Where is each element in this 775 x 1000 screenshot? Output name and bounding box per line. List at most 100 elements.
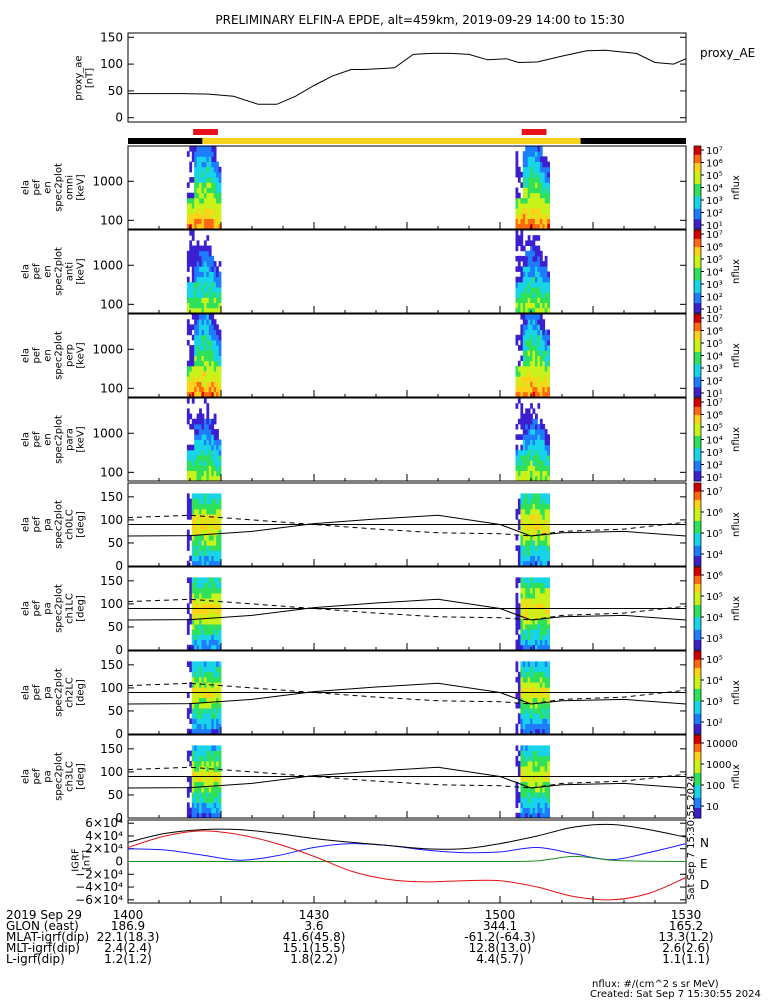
spectrogram-cell xyxy=(196,470,200,477)
spectrogram-cell xyxy=(196,812,200,819)
spectrogram-cell xyxy=(194,723,197,730)
spectrogram-cell xyxy=(547,639,550,646)
colorbar-cell xyxy=(694,553,701,557)
spectrogram-cell xyxy=(218,519,222,525)
spectrogram-cell xyxy=(211,423,215,430)
spectrogram-cell xyxy=(186,386,190,393)
spectrogram-cell xyxy=(191,697,195,704)
spectrogram-cell xyxy=(515,381,519,387)
spectrogram-cell xyxy=(520,555,524,562)
spectrogram-cell xyxy=(539,255,543,262)
spectrogram-cell xyxy=(522,376,526,382)
spectrogram-cell xyxy=(532,671,536,678)
spectrogram-cell xyxy=(542,519,546,525)
spectrogram-cell xyxy=(201,223,205,230)
spectrogram-cell xyxy=(191,365,195,372)
spectrogram-cell xyxy=(194,345,197,351)
spectrogram-cell xyxy=(532,365,536,372)
spectrogram-cell xyxy=(525,187,528,194)
spectrogram-cell xyxy=(194,213,197,219)
spectrogram-cell xyxy=(530,182,533,188)
spectrogram-cell xyxy=(186,287,190,293)
spectrogram-cell xyxy=(535,319,538,325)
spectrogram-cell xyxy=(189,250,193,257)
spectrogram-cell xyxy=(211,524,215,531)
spectrogram-cell xyxy=(196,697,200,704)
spectrogram-cell xyxy=(203,302,207,309)
colorbar-cell xyxy=(694,686,701,689)
colorbar-cell xyxy=(694,210,701,213)
spectrogram-cell xyxy=(201,350,205,356)
spectrogram-cell xyxy=(189,245,193,252)
spectrogram-cell xyxy=(525,192,528,199)
spectrogram-cell xyxy=(194,545,197,551)
spectrogram-cell xyxy=(191,603,195,609)
spectrogram-cell xyxy=(199,151,202,157)
spectrogram-cell xyxy=(218,493,222,499)
colorbar-cell xyxy=(694,306,701,310)
spectrogram-cell xyxy=(208,755,212,762)
spectrogram-cell xyxy=(203,455,207,461)
spectrogram-cell xyxy=(515,166,519,173)
colorbar-cell xyxy=(694,719,701,723)
spectrogram-cell xyxy=(539,307,543,314)
spectrogram-cell xyxy=(189,386,193,393)
spectrogram-cell xyxy=(213,475,217,482)
spectrogram-cell xyxy=(542,439,546,446)
spectrogram-cell xyxy=(522,166,526,173)
spectrogram-cell xyxy=(532,307,536,314)
spectrogram-cell xyxy=(532,540,536,546)
spectrogram-cell xyxy=(547,498,550,505)
spectrogram-cell xyxy=(191,555,195,562)
spectrogram-cell xyxy=(213,391,217,398)
axis-label: ch0LC xyxy=(65,509,76,540)
spectrogram-cell xyxy=(199,166,202,173)
spectrogram-cell xyxy=(194,281,197,288)
spectrogram-cell xyxy=(515,629,519,635)
spectrogram-cell xyxy=(199,423,202,430)
spectrogram-cell xyxy=(211,350,215,356)
spectrogram-cell xyxy=(527,644,531,651)
colorbar-cell xyxy=(694,684,701,687)
ylabel-group: ela pef en spec2plot perp [keV] xyxy=(21,331,87,380)
spectrogram-cell xyxy=(515,391,519,398)
colorbar-tick-label: 10⁴ xyxy=(706,676,723,687)
spectrogram-cell xyxy=(216,634,219,640)
spectrogram-cell xyxy=(520,230,524,236)
spectrogram-cell xyxy=(194,713,197,719)
spectrogram-cell xyxy=(520,802,524,808)
spectrogram-cell xyxy=(539,718,543,724)
spectrogram-cell xyxy=(525,444,528,451)
spectrogram-cell xyxy=(194,771,197,777)
spectrogram-cell xyxy=(211,639,215,646)
spectrogram-cell xyxy=(191,540,195,546)
spectrogram-cell xyxy=(216,766,219,772)
spectrogram-cell xyxy=(196,423,200,430)
spectrogram-cell xyxy=(535,444,538,451)
spectrogram-cell xyxy=(194,203,197,209)
colorbar-cell xyxy=(694,780,701,784)
spectrogram-cell xyxy=(196,208,200,214)
spectrogram-cell xyxy=(208,661,212,667)
spectrogram-cell xyxy=(211,360,215,367)
spectrogram-cell xyxy=(191,639,195,646)
spectrogram-cell xyxy=(537,634,541,640)
y-tick-label: 150 xyxy=(100,30,123,44)
colorbar-cell xyxy=(694,612,701,616)
colorbar-cell xyxy=(694,261,701,264)
spectrogram-cell xyxy=(216,166,219,173)
antiloss-cone-line xyxy=(127,682,687,705)
spectrogram-cell xyxy=(201,302,205,309)
spectrogram-cell xyxy=(213,598,217,604)
spectrogram-cell xyxy=(196,692,200,699)
colorbar-cell xyxy=(694,602,701,605)
spectrogram-cell xyxy=(525,592,528,599)
axis-label: pef xyxy=(32,263,43,280)
spectrogram-cell xyxy=(517,687,521,693)
spectrogram-cell xyxy=(203,671,207,678)
colorbar-cell xyxy=(694,751,701,755)
spectrogram-cell xyxy=(535,423,538,430)
spectrogram-cell xyxy=(532,391,536,398)
spectrogram-cell xyxy=(203,728,207,735)
spectrogram-cell xyxy=(201,314,205,320)
